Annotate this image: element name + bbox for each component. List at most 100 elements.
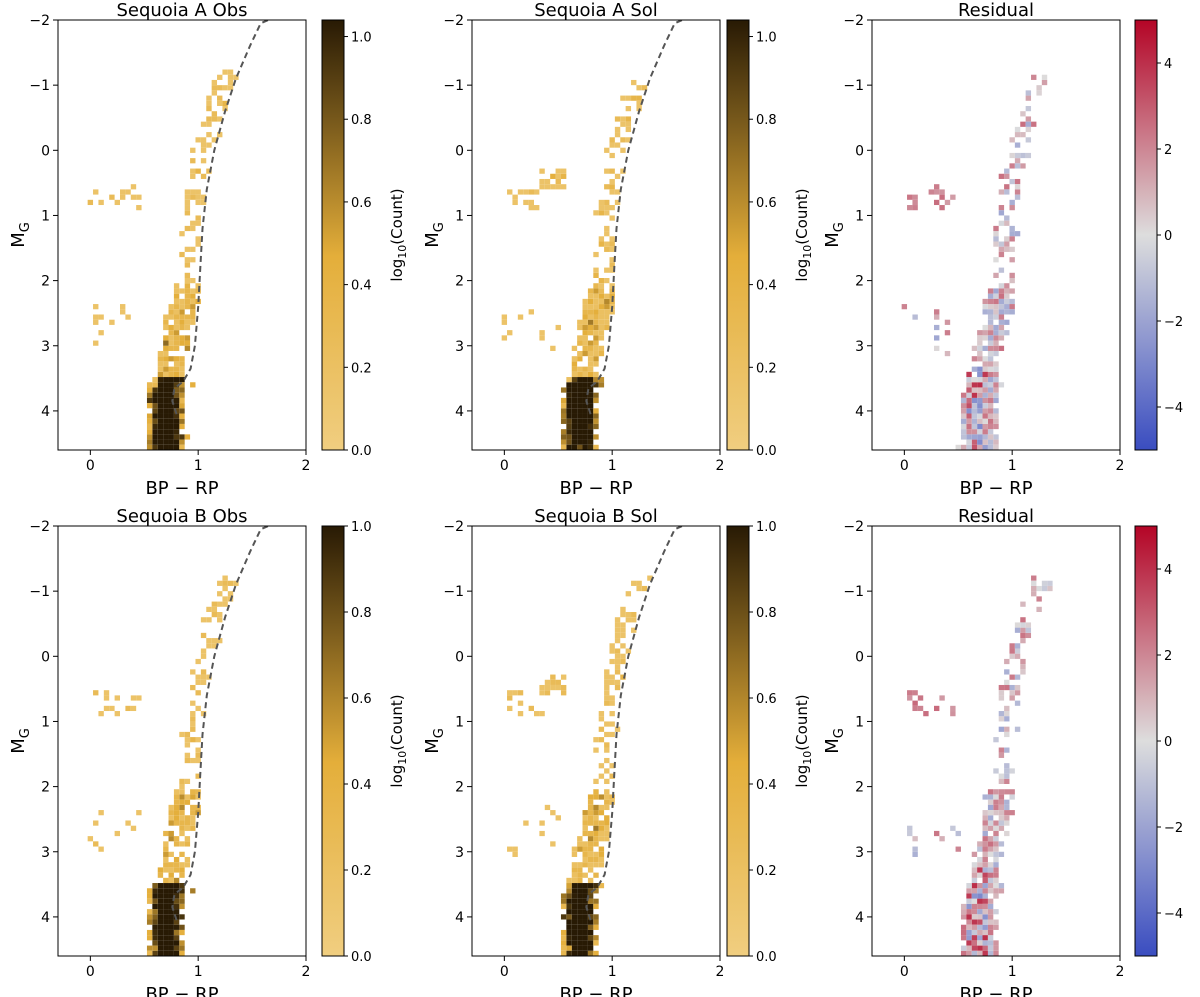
x-tick-label: 0 — [86, 458, 95, 474]
heatmap-cell — [157, 377, 164, 383]
heatmap-cell — [582, 309, 588, 315]
colorbar-tick-label: 2 — [1164, 649, 1172, 664]
heatmap-cell — [179, 862, 185, 868]
heatmap-cell — [1004, 778, 1010, 784]
heatmap-cell — [631, 79, 637, 86]
heatmap-cell — [206, 674, 212, 680]
heatmap-cell — [620, 168, 626, 174]
heatmap-cell — [587, 293, 594, 299]
heatmap-cell — [587, 319, 594, 325]
heatmap-cell — [993, 340, 999, 346]
heatmap-cell — [593, 815, 599, 821]
heatmap-cell — [146, 418, 153, 424]
heatmap-cell — [157, 366, 164, 372]
heatmap-cell — [609, 257, 615, 263]
heatmap-cell — [179, 851, 185, 857]
heatmap-cell — [125, 820, 131, 826]
heatmap-cell — [582, 366, 588, 372]
heatmap-cell — [934, 335, 940, 341]
heatmap-cell — [587, 919, 594, 925]
heatmap-cell — [998, 324, 1005, 331]
heatmap-cell — [179, 418, 185, 424]
heatmap-cell — [571, 935, 578, 941]
heatmap-cell — [217, 100, 223, 106]
isochrone-line — [585, 526, 683, 921]
heatmap-cell — [152, 377, 158, 383]
heatmap-cell — [966, 371, 972, 378]
heatmap-cell — [173, 836, 180, 842]
heatmap-cell — [987, 387, 994, 393]
heatmap-cell — [912, 199, 918, 206]
heatmap-cell — [587, 830, 594, 837]
heatmap-cell — [982, 924, 988, 930]
heatmap-cell — [1031, 74, 1037, 80]
heatmap-cell — [539, 335, 545, 341]
heatmap-cell — [966, 387, 972, 393]
heatmap-cell — [1014, 184, 1021, 190]
colorbar-bar — [726, 19, 750, 451]
heatmap-cell — [593, 304, 599, 310]
panel-title: Sequoia B Obs — [116, 506, 247, 527]
heatmap-cell — [507, 705, 513, 712]
heatmap-cell — [168, 919, 174, 925]
heatmap-cell — [163, 403, 169, 409]
heatmap-cell — [614, 669, 621, 675]
heatmap-cell — [993, 408, 999, 414]
heatmap-cell — [577, 836, 583, 842]
heatmap-cell — [577, 883, 583, 889]
heatmap-cell — [598, 283, 605, 289]
heatmap-cell — [998, 189, 1005, 195]
heatmap-cell — [560, 945, 567, 951]
heatmap-cell — [571, 429, 578, 435]
heatmap-cell — [577, 872, 583, 878]
heatmap-cell — [163, 935, 169, 941]
heatmap-cell — [1004, 679, 1010, 685]
x-tick-label: 1 — [194, 458, 203, 474]
heatmap-cell — [179, 924, 185, 930]
heatmap-cell — [982, 898, 988, 904]
heatmap-cell — [560, 903, 567, 910]
heatmap-cell — [125, 705, 131, 712]
heatmap-cell — [998, 314, 1005, 320]
heatmap-cell — [593, 423, 599, 430]
heatmap-cell — [966, 377, 972, 383]
heatmap-cell — [1004, 815, 1010, 821]
heatmap-cell — [971, 377, 978, 383]
heatmap-cell — [523, 199, 529, 206]
heatmap-cell — [587, 950, 594, 956]
heatmap-cell — [173, 929, 180, 936]
heatmap-cell — [977, 444, 983, 450]
heatmap-cell — [560, 434, 567, 440]
heatmap-cell — [982, 888, 988, 894]
heatmap-cell — [993, 919, 999, 925]
heatmap-cell — [577, 950, 583, 956]
heatmap-cell — [587, 877, 594, 884]
heatmap-cell — [604, 267, 610, 273]
heatmap-cell — [217, 74, 223, 80]
heatmap-cell — [901, 304, 908, 310]
heatmap-cell — [598, 773, 605, 779]
heatmap-cell — [620, 674, 626, 680]
heatmap-cell — [987, 836, 994, 842]
heatmap-cell — [168, 945, 174, 951]
heatmap-cell — [1031, 121, 1037, 127]
heatmap-cell — [593, 293, 599, 299]
heatmap-cell — [195, 137, 201, 143]
heatmap-cell — [982, 919, 988, 925]
heatmap-cell — [971, 888, 978, 894]
heatmap-cell — [1004, 768, 1010, 774]
heatmap-cell — [582, 319, 588, 325]
heatmap-cell — [577, 413, 583, 419]
heatmap-cell — [200, 617, 207, 623]
heatmap-cell — [163, 324, 169, 331]
heatmap-cell — [217, 601, 223, 607]
heatmap-cell — [566, 413, 572, 419]
heatmap-cell — [620, 632, 626, 639]
heatmap-cell — [977, 377, 983, 383]
heatmap-cell — [1020, 669, 1026, 675]
heatmap-cell — [168, 862, 174, 868]
heatmap-cell — [566, 893, 572, 899]
heatmap-cell — [987, 846, 994, 852]
heatmap-cell — [173, 392, 180, 398]
heatmap-cell — [93, 340, 99, 346]
